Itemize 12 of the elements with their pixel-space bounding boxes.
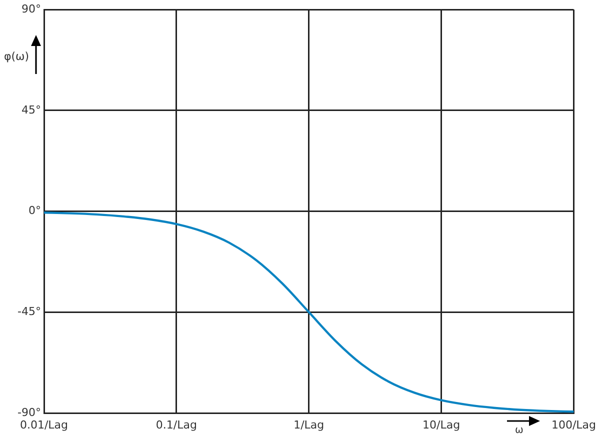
x-tick-label: 10/Lag: [422, 418, 460, 432]
x-tick-label: 0.01/Lag: [20, 418, 68, 432]
y-tick-label: -90°: [18, 406, 41, 419]
x-tick-label: 0.1/Lag: [156, 418, 197, 432]
y-tick-label: 0°: [28, 204, 41, 218]
y-tick-label: 45°: [22, 103, 41, 116]
x-axis-title: ω: [515, 424, 524, 437]
y-tick-label: 90°: [22, 2, 41, 16]
y-axis-title: φ(ω): [4, 50, 30, 63]
y-tick-label: -45°: [18, 305, 41, 318]
x-tick-label: 1/Lag: [294, 418, 324, 432]
x-tick-label: 100/Lag: [551, 418, 596, 432]
